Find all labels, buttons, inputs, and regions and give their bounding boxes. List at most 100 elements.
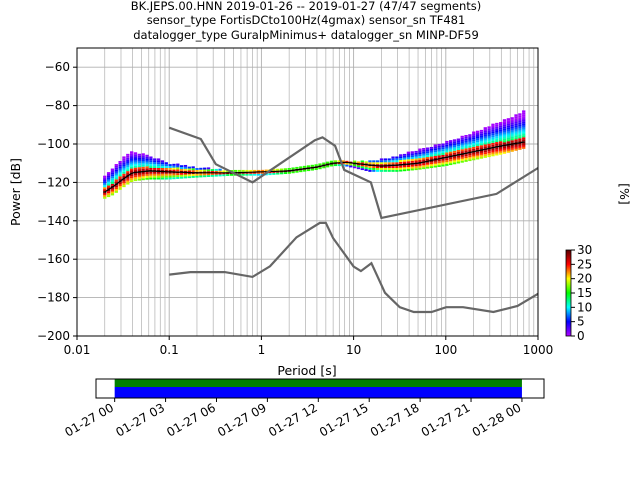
figure-title: BK.JEPS.00.HNN 2019-01-26 -- 2019-01-27 … xyxy=(131,0,482,42)
heatmap-cell xyxy=(168,173,172,176)
heatmap-cell xyxy=(341,160,345,163)
heatmap-cell xyxy=(103,187,107,190)
heatmap-cell xyxy=(133,161,138,164)
heatmap-cell xyxy=(118,164,122,167)
heatmap-cell xyxy=(103,175,107,178)
y-tick-label: −80 xyxy=(45,99,70,113)
coverage-bar-blue xyxy=(114,387,522,398)
heatmap-cell xyxy=(318,167,322,170)
x-tick-label: 1000 xyxy=(523,343,554,357)
heatmap-cell xyxy=(406,159,411,162)
heatmap-cell xyxy=(510,121,514,123)
heatmap-cell xyxy=(126,167,130,170)
heatmap-cell xyxy=(103,191,107,193)
heatmap-cell xyxy=(368,168,372,170)
heatmap-cell xyxy=(429,146,434,149)
heatmap-cell xyxy=(406,166,411,169)
heatmap-cell xyxy=(464,150,468,153)
heatmap-cell xyxy=(514,121,518,124)
heatmap-cell xyxy=(372,160,376,163)
heatmap-cell xyxy=(506,150,510,153)
heatmap-cell xyxy=(441,151,445,154)
heatmap-cell xyxy=(452,139,457,142)
heatmap-cell xyxy=(495,151,499,154)
heatmap-cell xyxy=(499,135,503,138)
heatmap-cell xyxy=(522,144,526,147)
heatmap-cell xyxy=(472,139,476,142)
heatmap-cell xyxy=(487,132,491,135)
coverage-tick-label: 01-27 18 xyxy=(368,400,422,439)
heatmap-cell xyxy=(514,133,518,136)
heatmap-cell xyxy=(506,137,510,140)
heatmap-cell xyxy=(491,152,495,155)
heatmap-cell xyxy=(349,163,353,166)
heatmap-cell xyxy=(495,124,499,127)
heatmap-cell xyxy=(514,148,518,151)
heatmap-cell xyxy=(499,129,503,132)
heatmap-cell xyxy=(360,162,364,165)
heatmap-cell xyxy=(422,157,426,160)
heatmap-cell xyxy=(106,189,111,192)
heatmap-cell xyxy=(368,169,372,172)
heatmap-cell xyxy=(206,167,211,170)
heatmap-cell xyxy=(410,164,414,167)
heatmap-cell xyxy=(429,156,434,159)
heatmap-cell xyxy=(460,135,464,138)
heatmap-cell xyxy=(468,149,472,152)
heatmap-cell xyxy=(199,175,203,178)
heatmap-cell xyxy=(122,158,126,161)
heatmap-cell xyxy=(456,140,461,143)
heatmap-cell xyxy=(422,148,426,150)
heatmap-cell xyxy=(502,134,507,137)
heatmap-cell xyxy=(322,166,326,169)
heatmap-cell xyxy=(472,142,476,145)
heatmap-cell xyxy=(495,122,499,125)
heatmap-cell xyxy=(376,160,380,163)
heatmap-cell xyxy=(372,166,376,168)
heatmap-cell xyxy=(506,141,510,144)
heatmap-cell xyxy=(187,172,191,175)
heatmap-cell xyxy=(126,163,130,166)
heatmap-cell xyxy=(249,169,253,172)
heatmap-cell xyxy=(522,135,526,138)
heatmap-cell xyxy=(506,148,510,151)
heatmap-cell xyxy=(460,154,464,157)
heatmap-cell xyxy=(133,179,138,182)
heatmap-cell xyxy=(118,187,122,190)
heatmap-cell xyxy=(502,119,507,122)
heatmap-cell xyxy=(106,193,111,196)
heatmap-cell xyxy=(479,131,484,134)
heatmap-cell xyxy=(441,162,445,165)
heatmap-cell xyxy=(456,146,461,149)
heatmap-cell xyxy=(429,160,434,163)
heatmap-cell xyxy=(495,128,499,131)
heatmap-cell xyxy=(130,166,134,169)
heatmap-cell xyxy=(337,164,341,167)
heatmap-cell xyxy=(502,147,507,150)
heatmap-cell xyxy=(449,151,453,154)
heatmap-cell xyxy=(414,166,418,169)
heatmap-cell xyxy=(122,183,126,186)
heatmap-cell xyxy=(187,176,191,179)
heatmap-cell xyxy=(114,188,118,191)
heatmap-cell xyxy=(449,147,453,150)
heatmap-cell xyxy=(495,138,499,141)
heatmap-cell xyxy=(499,137,503,140)
heatmap-cell xyxy=(472,146,476,149)
heatmap-cell xyxy=(449,157,453,160)
heatmap-cell xyxy=(118,172,122,175)
title-line-3: datalogger_type GuralpMinimus+ datalogge… xyxy=(133,28,479,42)
heatmap-cell xyxy=(137,172,141,175)
heatmap-cell xyxy=(460,156,464,159)
heatmap-cell xyxy=(172,169,176,172)
heatmap-cell xyxy=(406,151,411,154)
heatmap-cell xyxy=(164,173,168,176)
heatmap-cell xyxy=(179,169,184,171)
heatmap-cell xyxy=(518,147,522,150)
heatmap-cell xyxy=(137,163,141,166)
heatmap-cell xyxy=(199,169,203,172)
heatmap-cell xyxy=(118,160,122,163)
heatmap-cell xyxy=(206,175,211,177)
heatmap-cell xyxy=(141,153,145,156)
